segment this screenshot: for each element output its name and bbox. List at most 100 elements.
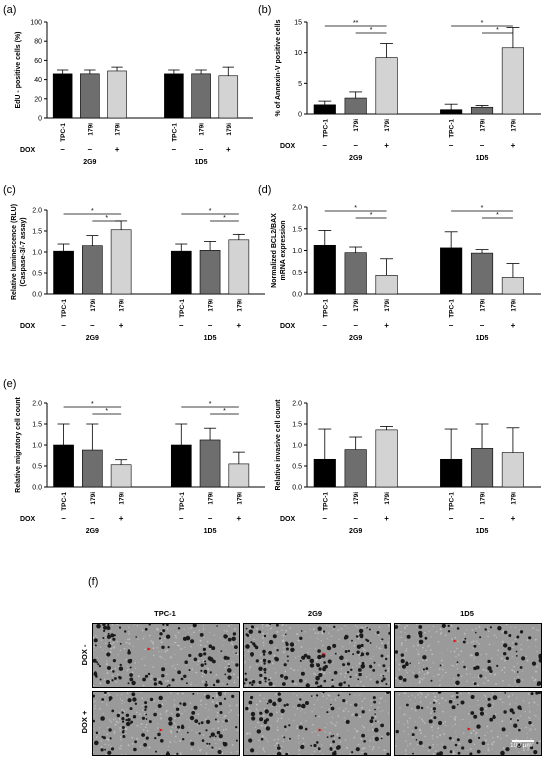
cell-dot xyxy=(330,703,332,706)
cell-dot xyxy=(206,742,209,745)
cell-dot xyxy=(198,652,203,658)
pore-dot xyxy=(463,732,465,734)
pore-dot xyxy=(421,718,423,720)
pore-dot xyxy=(122,710,125,713)
pore-dot xyxy=(508,703,511,705)
pore-dot xyxy=(164,651,167,653)
pore-dot xyxy=(288,653,290,655)
pore-dot xyxy=(98,731,100,734)
pore-dot xyxy=(419,696,421,698)
pore-dot xyxy=(125,753,127,755)
pore-dot xyxy=(256,664,258,666)
cell-dot xyxy=(276,624,279,627)
pore-dot xyxy=(163,627,164,629)
pore-dot xyxy=(223,640,225,642)
pore-dot xyxy=(238,624,239,626)
pore-dot xyxy=(493,741,495,743)
cell-dot xyxy=(108,699,111,702)
cell-dot xyxy=(425,667,429,670)
pore-dot xyxy=(136,625,139,627)
cell-dot xyxy=(339,655,344,661)
cell-dot xyxy=(263,634,267,638)
cell-dot xyxy=(190,639,195,644)
bar xyxy=(440,247,463,295)
pore-dot xyxy=(215,747,217,749)
pore-dot xyxy=(100,639,102,641)
pore-dot xyxy=(487,679,490,682)
pore-dot xyxy=(104,743,107,745)
pore-dot xyxy=(93,649,95,651)
pore-dot xyxy=(298,734,300,737)
pore-dot xyxy=(116,695,118,696)
cell-dot xyxy=(245,627,248,630)
pore-dot xyxy=(189,721,191,723)
cell-dot xyxy=(267,660,271,664)
cell-dot xyxy=(216,730,221,735)
pore-dot xyxy=(371,724,374,726)
pore-dot xyxy=(380,674,382,676)
pore-dot xyxy=(142,723,144,725)
pore-dot xyxy=(115,720,118,723)
pore-dot xyxy=(126,708,128,710)
pore-dot xyxy=(159,678,161,679)
cell-dot xyxy=(386,752,390,755)
pore-dot xyxy=(263,751,266,753)
cell-dot xyxy=(487,659,491,664)
dox-sign: – xyxy=(323,141,328,150)
cell-dot xyxy=(110,633,115,638)
pore-dot xyxy=(106,672,109,675)
pore-dot xyxy=(503,702,505,703)
cell-dot xyxy=(374,736,379,742)
panel-letter-b: (b) xyxy=(258,4,271,16)
pore-dot xyxy=(430,717,433,719)
pore-dot xyxy=(456,647,458,650)
bar xyxy=(82,245,103,295)
pore-dot xyxy=(137,638,139,640)
pore-dot xyxy=(148,746,151,749)
significance-label: * xyxy=(481,20,484,27)
cell-dot xyxy=(214,718,217,721)
pore-dot xyxy=(181,713,183,715)
pore-dot xyxy=(484,676,487,679)
pore-dot xyxy=(107,738,110,741)
pore-dot xyxy=(418,662,420,665)
pore-dot xyxy=(216,701,218,704)
cell-dot xyxy=(503,710,507,714)
cell-dot xyxy=(225,635,228,638)
pore-dot xyxy=(327,713,329,715)
cell-dot xyxy=(224,719,228,723)
pore-dot xyxy=(95,634,97,637)
pore-dot xyxy=(175,681,177,682)
pore-dot xyxy=(174,724,176,725)
pore-dot xyxy=(200,704,202,706)
pore-dot xyxy=(527,716,530,719)
pore-dot xyxy=(218,747,221,750)
cell-dot xyxy=(118,666,124,671)
pore-dot xyxy=(227,719,230,721)
cell-dot xyxy=(382,664,386,668)
cell-dot xyxy=(107,624,110,627)
pore-dot xyxy=(128,642,131,645)
pore-dot xyxy=(114,723,117,726)
dox-sign: – xyxy=(353,514,358,523)
pore-dot xyxy=(135,667,137,670)
pore-dot xyxy=(157,700,159,702)
bar xyxy=(228,463,250,488)
pore-dot xyxy=(106,663,108,666)
pore-dot xyxy=(354,695,356,696)
pore-dot xyxy=(235,704,238,707)
pore-dot xyxy=(314,632,317,634)
pore-dot xyxy=(347,627,349,629)
pore-dot xyxy=(112,641,115,644)
cell-dot xyxy=(153,712,157,717)
cell-dot xyxy=(143,743,147,747)
pore-dot xyxy=(203,636,205,638)
pore-dot xyxy=(199,749,201,751)
cell-dot xyxy=(300,744,305,750)
pore-dot xyxy=(331,716,333,718)
pore-dot xyxy=(455,655,457,658)
cell-dot xyxy=(93,672,98,676)
category-label: 179i xyxy=(353,492,360,505)
pore-dot xyxy=(136,737,139,740)
bar xyxy=(375,429,398,488)
